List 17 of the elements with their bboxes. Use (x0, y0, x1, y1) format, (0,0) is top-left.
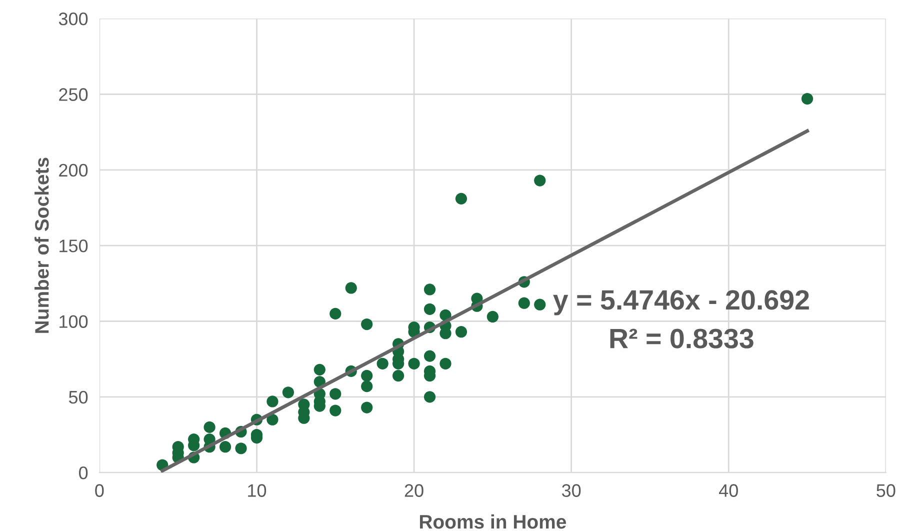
x-tick-label: 0 (95, 484, 104, 497)
y-tick-label: 200 (59, 164, 88, 177)
x-axis-title: Rooms in Home (420, 514, 566, 529)
x-tick-label: 40 (719, 484, 738, 497)
x-tick-label: 30 (562, 484, 581, 497)
y-tick-label: 0 (78, 466, 88, 480)
x-tick-label: 50 (876, 484, 896, 497)
y-tick-label: 150 (60, 240, 88, 252)
y-tick-label: 50 (68, 390, 88, 404)
y-axis-title: Number of Sockets (34, 158, 49, 333)
annotation: R² = 0.8333 (610, 328, 754, 348)
y-tick-label: 250 (59, 88, 88, 101)
x-tick-label: 20 (404, 484, 424, 497)
annotation: y = 5.4746x - 20.692 (553, 290, 809, 316)
x-tick-label: 10 (248, 484, 266, 497)
y-tick-label: 300 (58, 12, 88, 26)
y-tick-label: 100 (60, 315, 88, 328)
